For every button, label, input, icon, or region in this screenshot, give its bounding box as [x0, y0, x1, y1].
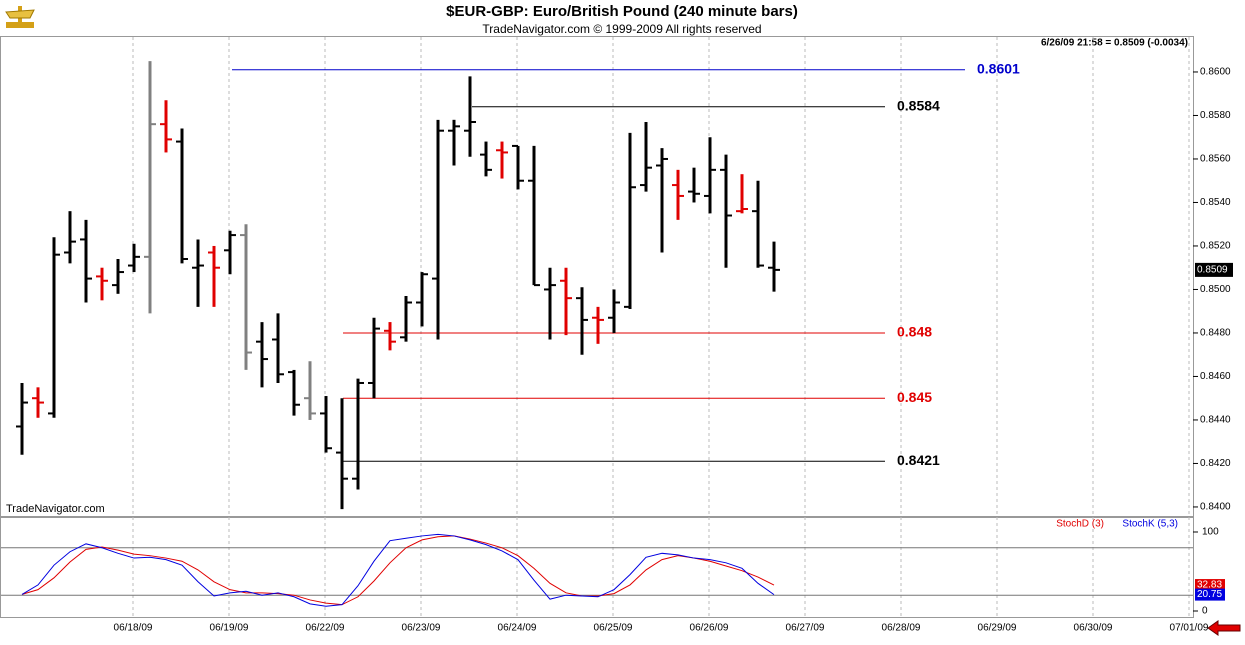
last-value-box — [1195, 579, 1225, 592]
y-tick-label: 0.8600 — [1200, 67, 1231, 78]
x-tick-label: 06/28/09 — [882, 623, 921, 634]
x-tick-label: 07/01/09 — [1170, 623, 1209, 634]
stoch-panel — [0, 517, 1194, 618]
y-tick-label: 0.8440 — [1200, 415, 1231, 426]
x-tick-label: 06/25/09 — [594, 623, 633, 634]
y-tick-label: 0.8540 — [1200, 197, 1231, 208]
logo — [5, 6, 35, 28]
price-panel — [0, 36, 1194, 517]
last-value-box — [1195, 588, 1225, 601]
y-tick-label: 0.8520 — [1200, 241, 1231, 252]
last-value-label: 32.83 — [1197, 580, 1222, 591]
y-tick-label: 0.8420 — [1200, 458, 1231, 469]
price-info: 6/26/09 21:58 = 0.8509 (-0.0034) — [1041, 38, 1188, 49]
x-tick-label: 06/19/09 — [210, 623, 249, 634]
chart-subtitle: TradeNavigator.com © 1999-2009 All right… — [482, 22, 761, 36]
x-tick-label: 06/23/09 — [402, 623, 441, 634]
x-tick-label: 06/18/09 — [114, 623, 153, 634]
y-tick-label: 0.8500 — [1200, 284, 1231, 295]
x-tick-label: 06/26/09 — [690, 623, 729, 634]
legend-entry: StochK (5,3) — [1122, 519, 1178, 530]
y-tick-label: 0.8400 — [1200, 502, 1231, 513]
y-tick-label: 0.8480 — [1200, 328, 1231, 339]
scroll-arrow[interactable] — [1207, 620, 1241, 636]
x-tick-label: 06/30/09 — [1074, 623, 1113, 634]
x-tick-label: 06/29/09 — [978, 623, 1017, 634]
stoch-line — [21, 533, 775, 607]
stoch-line — [21, 535, 775, 606]
y-tick-label: 100 — [1202, 527, 1219, 538]
y-tick-label: 0.8460 — [1200, 371, 1231, 382]
chart-title: $EUR-GBP: Euro/British Pound (240 minute… — [446, 3, 798, 20]
y-tick-label: 0 — [1202, 606, 1208, 617]
level-label: 0.848 — [897, 324, 932, 340]
level-label: 0.8601 — [977, 60, 1020, 76]
y-tick-label: 0.8560 — [1200, 154, 1231, 165]
last-value-label: 20.75 — [1197, 589, 1222, 600]
level-label: 0.8584 — [897, 97, 940, 113]
x-tick-label: 06/27/09 — [786, 623, 825, 634]
y-tick-label: 0.8580 — [1200, 110, 1231, 121]
x-tick-label: 06/22/09 — [306, 623, 345, 634]
legend-entry: StochD (3) — [1056, 519, 1104, 530]
level-label: 0.8421 — [897, 452, 940, 468]
watermark: TradeNavigator.com — [6, 503, 105, 515]
last-price-box — [1195, 262, 1233, 277]
last-price-label: 0.8509 — [1197, 265, 1228, 276]
x-tick-label: 06/24/09 — [498, 623, 537, 634]
level-label: 0.845 — [897, 389, 932, 405]
